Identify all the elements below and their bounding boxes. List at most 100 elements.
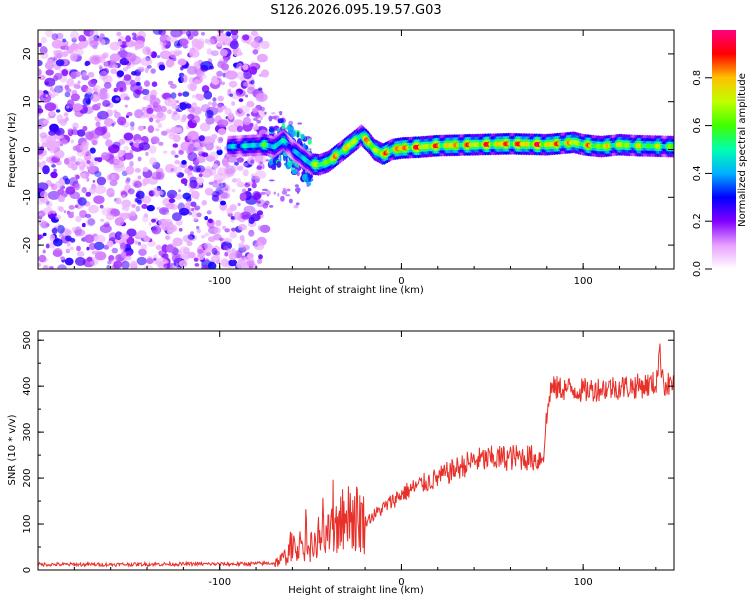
noise-blob bbox=[217, 95, 224, 102]
noise-blob bbox=[146, 64, 152, 69]
noise-blob bbox=[257, 258, 263, 265]
noise-blob bbox=[206, 210, 212, 215]
noise-blob bbox=[151, 218, 156, 223]
noise-blob bbox=[38, 146, 44, 155]
noise-blob bbox=[252, 49, 259, 55]
noise-blob bbox=[203, 90, 213, 100]
y-tick-label: 100 bbox=[22, 514, 33, 533]
noise-blob bbox=[130, 210, 136, 217]
colorbar-tick-label: 0.4 bbox=[692, 165, 703, 181]
noise-blob bbox=[229, 40, 239, 50]
noise-blob bbox=[143, 236, 151, 242]
noise-blob bbox=[246, 113, 250, 117]
noise-blob bbox=[258, 87, 263, 91]
noise-blob bbox=[215, 187, 224, 195]
noise-blob bbox=[156, 55, 161, 59]
noise-blob bbox=[84, 62, 89, 67]
noise-blob bbox=[146, 107, 154, 114]
noise-blob bbox=[41, 160, 46, 166]
noise-blob bbox=[295, 202, 300, 206]
noise-blob bbox=[231, 101, 236, 106]
snr-series-line bbox=[38, 343, 674, 568]
noise-blob bbox=[173, 265, 178, 269]
noise-blob bbox=[112, 64, 118, 69]
noise-blob bbox=[38, 182, 49, 191]
noise-blob bbox=[126, 65, 131, 69]
noise-blob bbox=[206, 109, 214, 119]
noise-blob bbox=[74, 226, 82, 236]
noise-blob bbox=[51, 227, 58, 234]
snr-panel: -100 0 100 0 100 200 300 400 500 Height of strai… bbox=[7, 330, 675, 596]
noise-blob bbox=[136, 230, 147, 239]
noise-blob bbox=[78, 161, 86, 170]
noise-blob bbox=[222, 183, 231, 193]
noise-blob bbox=[257, 200, 261, 204]
noise-blob bbox=[111, 172, 120, 182]
snr-frame bbox=[37, 330, 675, 571]
noise-blob bbox=[115, 197, 122, 205]
noise-blob bbox=[186, 200, 191, 205]
noise-blob bbox=[121, 199, 132, 208]
noise-blob bbox=[158, 250, 164, 256]
noise-blob bbox=[38, 108, 44, 114]
noise-blob bbox=[53, 91, 59, 97]
noise-blob bbox=[280, 195, 285, 202]
noise-blob bbox=[129, 161, 134, 167]
noise-blob bbox=[204, 258, 209, 263]
noise-blob bbox=[232, 48, 239, 54]
noise-blob bbox=[286, 188, 291, 192]
noise-blob bbox=[268, 115, 273, 122]
noise-blob bbox=[137, 156, 142, 162]
noise-blob bbox=[99, 56, 106, 64]
noise-blob bbox=[260, 40, 270, 50]
noise-blob bbox=[55, 59, 65, 67]
noise-blob bbox=[177, 92, 183, 97]
noise-blob bbox=[57, 188, 65, 195]
noise-blob bbox=[149, 157, 157, 166]
noise-blob bbox=[180, 74, 188, 83]
spectrogram-ridge bbox=[226, 118, 674, 186]
noise-blob bbox=[70, 71, 77, 80]
noise-blob bbox=[207, 38, 215, 46]
noise-blob bbox=[144, 68, 149, 74]
noise-blob bbox=[79, 210, 87, 218]
noise-blob bbox=[207, 236, 216, 243]
noise-blob bbox=[129, 41, 137, 47]
noise-blob bbox=[187, 234, 195, 240]
noise-blob bbox=[99, 66, 103, 71]
noise-blob bbox=[204, 135, 213, 145]
noise-blob bbox=[254, 170, 267, 179]
x-tick-label: 100 bbox=[574, 577, 593, 588]
noise-blob bbox=[230, 30, 239, 36]
noise-blob bbox=[124, 104, 128, 108]
noise-blob bbox=[196, 146, 204, 153]
spectrogram-x-axis-label: Height of straight line (km) bbox=[288, 285, 424, 296]
noise-blob bbox=[268, 179, 275, 182]
noise-blob bbox=[94, 251, 107, 261]
noise-blob bbox=[206, 48, 213, 55]
noise-blob bbox=[143, 264, 154, 269]
noise-blob bbox=[189, 30, 199, 37]
noise-blob bbox=[89, 186, 96, 195]
noise-blob bbox=[121, 260, 130, 269]
noise-blob bbox=[194, 78, 201, 85]
y-tick-label: 200 bbox=[22, 469, 33, 488]
noise-blob bbox=[80, 173, 87, 179]
noise-blob bbox=[38, 262, 41, 267]
noise-blob bbox=[153, 104, 163, 113]
noise-blob bbox=[73, 83, 79, 89]
noise-blob bbox=[70, 93, 80, 102]
noise-blob bbox=[271, 112, 276, 115]
noise-blob bbox=[110, 68, 118, 75]
noise-blob bbox=[135, 193, 141, 198]
noise-blob bbox=[192, 165, 202, 173]
noise-blob bbox=[188, 211, 193, 216]
noise-blob bbox=[150, 136, 160, 145]
noise-blob bbox=[52, 210, 56, 214]
snr-x-axis-label: Height of straight line (km) bbox=[288, 585, 424, 596]
noise-blob bbox=[155, 128, 160, 132]
noise-blob bbox=[99, 70, 108, 80]
noise-blob bbox=[166, 36, 172, 42]
noise-blob bbox=[93, 195, 105, 204]
noise-blob bbox=[212, 97, 217, 102]
